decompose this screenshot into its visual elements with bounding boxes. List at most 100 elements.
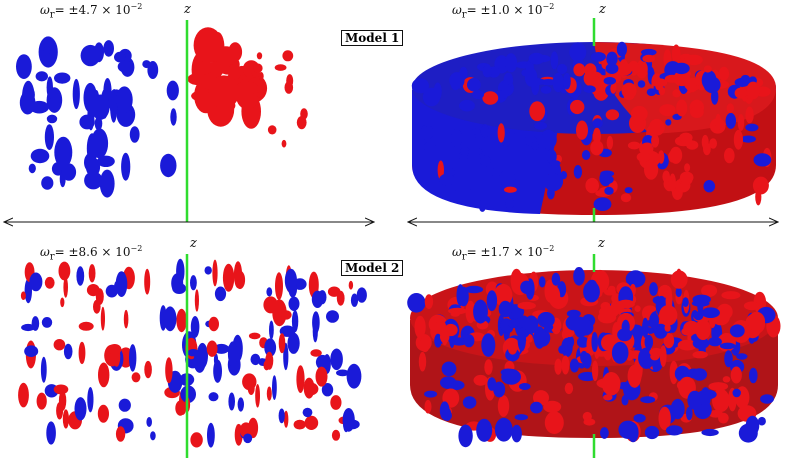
- vortex-blob: [411, 78, 429, 94]
- vortex-blob: [649, 118, 665, 136]
- vortex-blob: [603, 394, 613, 401]
- vortex-blob: [346, 419, 360, 430]
- vortex-blob: [256, 52, 263, 60]
- vortex-blob: [611, 341, 629, 364]
- vortex-blob: [44, 276, 55, 289]
- vortex-blob: [281, 139, 287, 148]
- vortex-blob: [519, 383, 531, 390]
- vortex-blob: [533, 390, 549, 406]
- vortex-blob: [280, 310, 292, 320]
- vortex-blob: [646, 88, 657, 96]
- vortex-blob: [636, 152, 651, 162]
- vortex-blob: [685, 54, 703, 66]
- vortex-blob: [531, 140, 539, 151]
- vortex-blob: [117, 60, 134, 73]
- vortex-blob: [599, 305, 619, 319]
- vortex-blob: [701, 284, 718, 297]
- vortex-blob: [424, 294, 434, 309]
- vortex-blob: [129, 344, 137, 372]
- vortex-blob: [564, 382, 574, 395]
- vortex-blob: [267, 125, 277, 135]
- vortex-blob: [330, 348, 343, 371]
- vortex-blob: [424, 399, 432, 414]
- vortex-blob: [501, 368, 521, 385]
- vortex-blob: [701, 307, 720, 319]
- vortex-blob: [644, 159, 659, 180]
- vortex-blob: [326, 310, 339, 323]
- vortex-blob: [80, 44, 101, 67]
- vortex-blob: [43, 45, 51, 55]
- vortex-blob: [420, 108, 437, 127]
- vortex-blob: [163, 306, 177, 332]
- vortex-blob: [493, 381, 506, 398]
- vortex-blob: [610, 83, 617, 94]
- vortex-blob: [569, 42, 587, 62]
- vortex-blob: [659, 345, 667, 367]
- vortex-blob: [533, 326, 546, 349]
- vortex-blob: [29, 272, 43, 292]
- vortex-blob: [478, 199, 486, 212]
- vortex-blob: [517, 327, 526, 352]
- vortex-blob: [28, 163, 36, 174]
- vortex-blob: [300, 108, 308, 120]
- vortex-blob: [538, 276, 546, 288]
- vortex-blob: [91, 94, 110, 120]
- vortex-blob: [641, 142, 653, 150]
- model-2-label: Model 2: [341, 260, 404, 276]
- vortex-blob: [150, 431, 156, 441]
- vortex-blob: [99, 169, 115, 198]
- omega-label-m1-left: ωr= ±4.7 × 10−2: [40, 2, 143, 21]
- vortex-blob: [719, 342, 736, 350]
- vortex-blob: [675, 287, 682, 298]
- vortex-blob: [63, 343, 73, 360]
- vortex-blob: [434, 333, 442, 348]
- vortex-blob: [569, 358, 580, 373]
- vortex-blob: [600, 427, 609, 439]
- vortex-blob: [732, 388, 741, 398]
- z-label-m2-right: z: [598, 236, 605, 251]
- vortex-blob: [663, 333, 675, 349]
- vortex-blob: [41, 317, 53, 328]
- vortex-blob: [266, 386, 272, 401]
- vortex-blob: [187, 73, 209, 86]
- vortex-blob: [272, 375, 277, 400]
- vortex-blob: [573, 63, 586, 77]
- vortex-blob: [227, 64, 242, 80]
- vortex-blob: [576, 336, 590, 348]
- vortex-blob: [78, 341, 86, 365]
- vortex-blob: [649, 312, 659, 330]
- vortex-blob: [336, 369, 350, 377]
- vortex-blob: [644, 334, 654, 350]
- vortex-blob: [484, 359, 493, 375]
- vortex-blob: [737, 114, 745, 131]
- vortex-blob: [715, 113, 722, 131]
- vortex-blob: [269, 320, 274, 340]
- vortex-blob: [476, 418, 493, 442]
- vortex-blob: [190, 275, 197, 291]
- vortex-blob: [557, 63, 568, 75]
- vortex-blob: [207, 422, 215, 448]
- vortex-blob: [256, 91, 265, 98]
- vortex-blob: [730, 366, 742, 384]
- vortex-blob: [193, 27, 223, 64]
- vortex-blob: [530, 401, 543, 414]
- vortex-blob: [482, 91, 499, 105]
- vortex-blob: [20, 291, 26, 301]
- vortex-blob: [659, 304, 678, 326]
- vortex-blob: [331, 429, 341, 441]
- vortex-blob: [266, 287, 273, 297]
- vortex-blob: [627, 364, 642, 388]
- vortex-blob: [78, 321, 94, 331]
- vortex-blob: [676, 99, 688, 117]
- vortex-blob: [534, 121, 548, 130]
- vortex-blob: [36, 392, 47, 410]
- vortex-blob: [641, 48, 657, 56]
- vortex-blob: [510, 268, 523, 292]
- vortex-blob: [56, 402, 64, 420]
- vortex-blob: [540, 79, 557, 86]
- vortex-blob: [63, 276, 68, 298]
- vortex-blob: [327, 286, 341, 297]
- vortex-blob: [420, 335, 430, 353]
- vortex-blob: [456, 284, 465, 307]
- vortex-blob: [176, 258, 185, 284]
